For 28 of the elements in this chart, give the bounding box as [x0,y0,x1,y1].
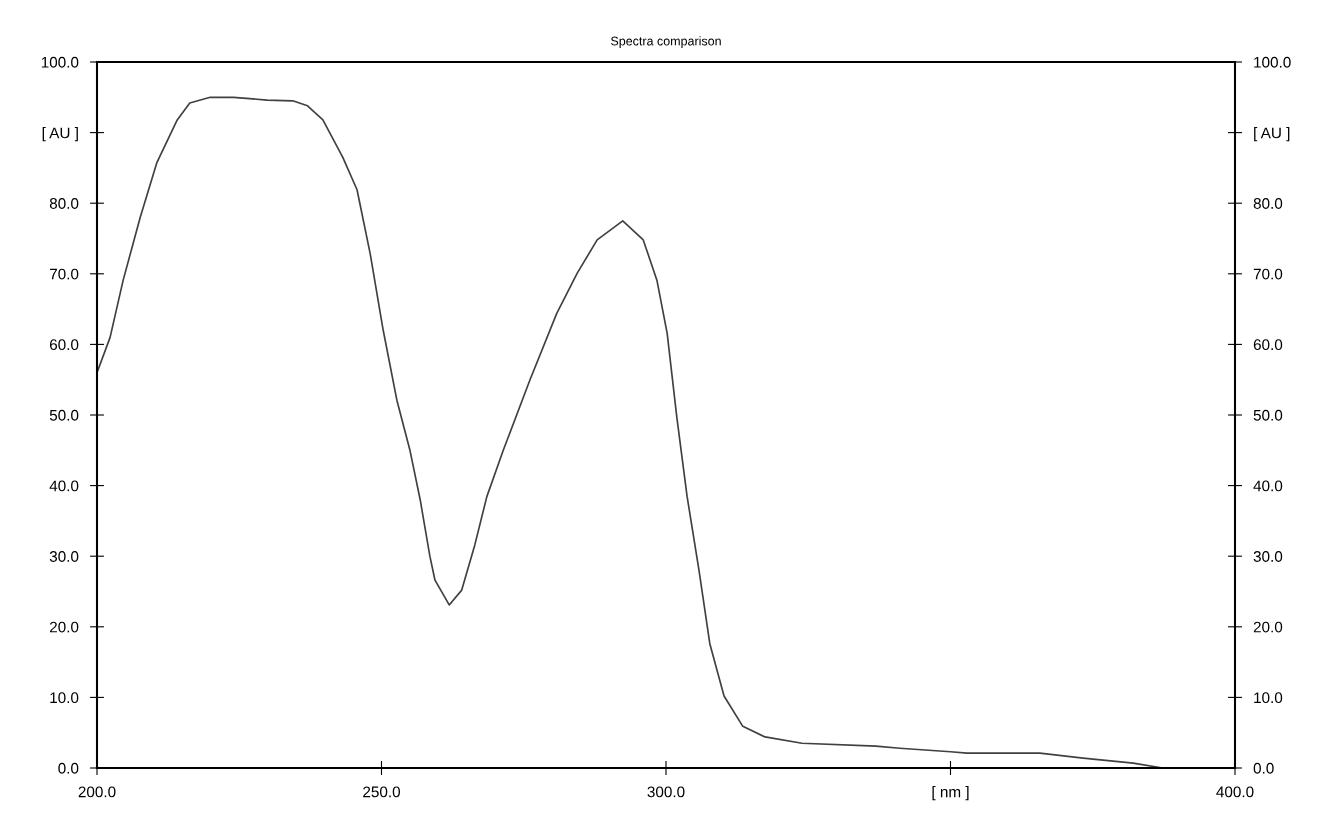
x-tick-label: 200.0 [78,786,116,798]
y-tick-label: 40.0 [49,480,79,492]
y-tick-label: 80.0 [49,198,79,209]
y2-tick-label: 10.0 [1254,692,1283,704]
y2-tick-label: 20.0 [1253,621,1283,633]
y-tick-label: 30.0 [49,551,79,562]
y2-tick-label: 30.0 [1253,551,1283,562]
y2-tick-label: 0.0 [1253,762,1274,774]
y-tick-label: 20.0 [49,621,79,633]
y2-tick-label: 100.0 [1254,56,1291,68]
y2-tick-label: 60.0 [1253,339,1283,351]
y-tick-label: 0.0 [58,762,79,774]
y2-tick-label: 80.0 [1253,198,1283,209]
y-tick-label: 60.0 [49,339,79,351]
y-tick-label: 100.0 [41,56,79,68]
x-tick-label: [ nm ] [932,786,969,801]
y-tick-label: 10.0 [50,692,79,704]
x-tick-label: 250.0 [363,786,401,798]
y-tick-label: [ AU ] [42,127,78,142]
y2-tick-label: 70.0 [1253,268,1283,280]
chart-title: Spectra comparison [610,36,721,48]
x-tick-label: 400.0 [1216,786,1254,798]
y-tick-label: 50.0 [49,409,79,421]
y-tick-label: 70.0 [50,268,79,280]
y2-tick-label: 50.0 [1253,409,1283,421]
y2-tick-label: [ AU ] [1254,127,1290,142]
x-tick-label: 300.0 [647,786,685,798]
y2-tick-label: 40.0 [1253,480,1283,492]
